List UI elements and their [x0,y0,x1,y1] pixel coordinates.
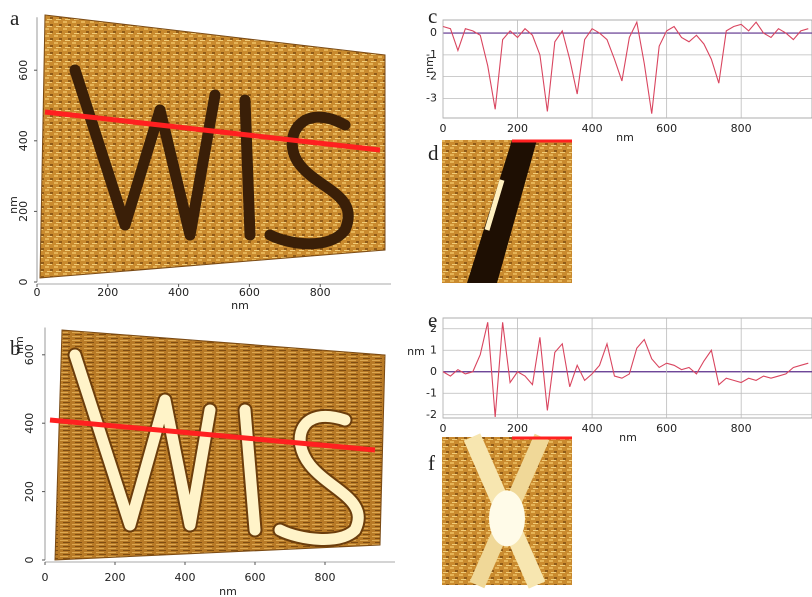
x-tick-label: 0 [42,571,49,584]
y-tick-label: 400 [23,413,36,434]
x-tick-label: 600 [245,571,266,584]
y-tick-label: 0 [17,279,30,286]
x-tick-label: 200 [507,122,528,135]
x-tick-label: 800 [731,122,752,135]
y-tick-label: -3 [426,91,437,104]
x-tick-label: 400 [582,422,603,435]
y-tick-label: 200 [23,481,36,502]
panel-label: e [428,308,437,332]
panel-label: a [10,6,20,30]
x-axis-title: nm [219,585,237,597]
x-tick-label: 0 [34,286,41,299]
panel-label: f [428,451,435,475]
x-tick-label: 600 [656,122,677,135]
y-axis-title: nm [407,345,425,358]
x-axis-title: nm [619,431,637,444]
x-tick-label: 200 [97,286,118,299]
panel-label: c [428,4,437,28]
x-tick-label: 600 [656,422,677,435]
letter [245,100,250,235]
x-tick-label: 400 [168,286,189,299]
y-tick-label: 0 [430,365,437,378]
x-tick-label: 600 [239,286,260,299]
y-axis-title: nm [423,56,436,74]
x-tick-label: 400 [582,122,603,135]
x-tick-label: 200 [507,422,528,435]
y-tick-label: 0 [430,26,437,39]
x-tick-label: 200 [105,571,126,584]
y-tick-label: -1 [426,386,437,399]
y-tick-label: 1 [430,343,437,356]
x-tick-label: 400 [175,571,196,584]
x-axis-title: nm [616,131,634,144]
plot-frame [443,318,812,418]
y-axis-title: nm [7,196,20,214]
ridge-crossing [489,490,525,546]
x-tick-label: 800 [310,286,331,299]
y-tick-label: 0 [23,557,36,564]
figure: 02004006008000200400600nmnma020040060080… [0,0,812,597]
x-tick-label: 0 [440,422,447,435]
panel-label: d [428,141,439,165]
y-tick-label: 400 [17,130,30,151]
x-tick-label: 800 [731,422,752,435]
panel-label: b [10,336,21,360]
x-tick-label: 0 [440,122,447,135]
plot-frame [443,20,812,118]
y-tick-label: -2 [426,408,437,421]
x-axis-title: nm [231,299,249,312]
y-tick-label: 600 [17,60,30,81]
x-tick-label: 800 [315,571,336,584]
